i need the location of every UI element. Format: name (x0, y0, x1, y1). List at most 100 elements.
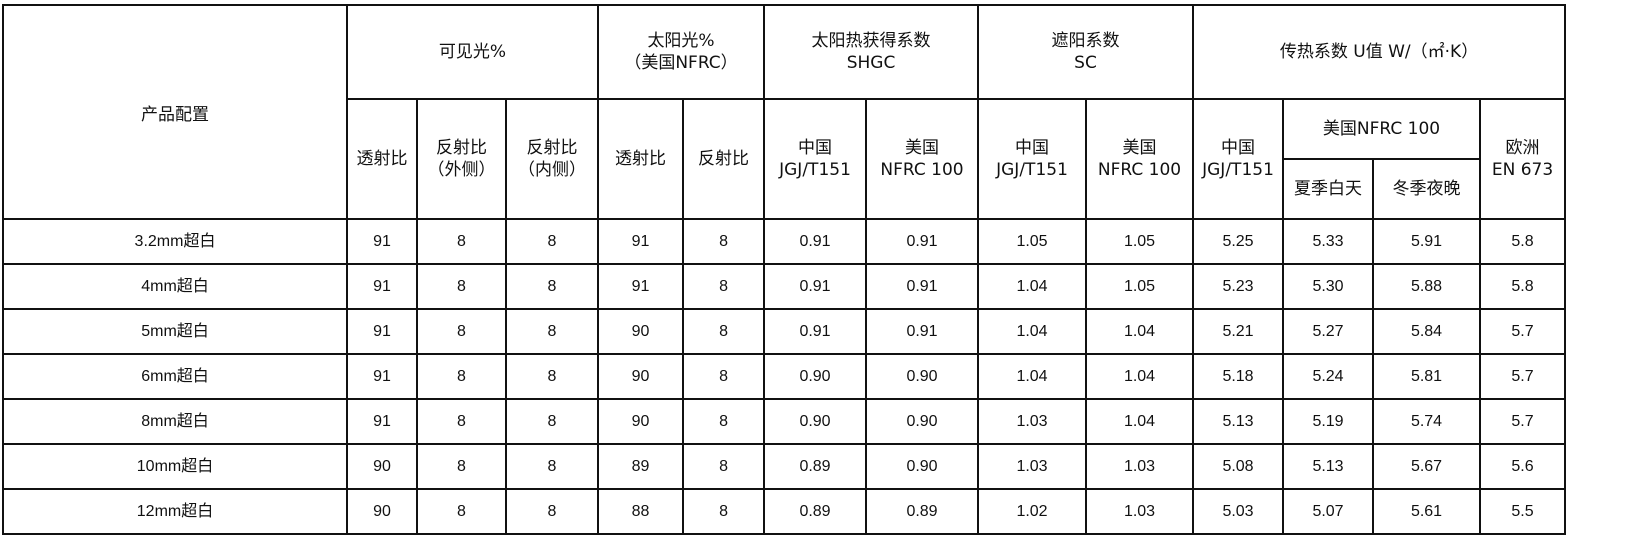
value-cell: 91 (346, 218, 418, 265)
value-cell: 91 (346, 308, 418, 355)
header-sc: 遮阳系数 SC (977, 4, 1195, 100)
value-cell: 90 (346, 488, 418, 535)
value-cell: 5.03 (1192, 488, 1285, 535)
value-cell: 8 (504, 443, 600, 490)
value-cell: 88 (597, 488, 685, 535)
value-cell: 0.91 (865, 308, 980, 355)
value-cell: 0.91 (763, 308, 868, 355)
value-cell: 5.13 (1282, 443, 1375, 490)
value-cell: 0.91 (865, 218, 980, 265)
value-cell: 5.24 (1282, 353, 1375, 400)
value-cell: 1.03 (1085, 443, 1195, 490)
value-cell: 0.91 (763, 218, 868, 265)
value-cell: 1.04 (977, 263, 1088, 310)
header-u-us-winter: 冬季夜晚 (1372, 158, 1482, 220)
value-cell: 8 (682, 218, 766, 265)
table-row: 3.2mm超白 91 8 8 91 8 0.91 0.91 1.05 1.05 5.25 5.33 5.… (2, 218, 1567, 265)
header-vis-reflect-out: 反射比 （外侧） (416, 98, 507, 220)
header-u-us-summer: 夏季白天 (1282, 158, 1375, 220)
value-cell: 0.90 (865, 398, 980, 445)
value-cell: 5.27 (1282, 308, 1375, 355)
value-cell: 5.8 (1479, 263, 1567, 310)
value-cell: 1.05 (977, 218, 1088, 265)
value-cell: 5.33 (1282, 218, 1375, 265)
value-cell: 90 (346, 443, 418, 490)
value-cell: 8 (682, 443, 766, 490)
header-visible-light: 可见光% (345, 4, 600, 100)
value-cell: 8 (682, 353, 766, 400)
value-cell: 8 (682, 263, 766, 310)
value-cell: 8 (504, 353, 600, 400)
header-solar: 太阳光% （美国NFRC） (597, 4, 766, 100)
value-cell: 1.04 (977, 353, 1088, 400)
value-cell: 5.67 (1372, 443, 1482, 490)
value-cell: 1.05 (1085, 218, 1195, 265)
glass-performance-table: 产品配置 可见光% 太阳光% （美国NFRC） 太阳热获得系数 SHGC 遮阳系… (2, 4, 1567, 535)
value-cell: 5.08 (1192, 443, 1285, 490)
value-cell: 8 (682, 308, 766, 355)
value-cell: 8 (416, 353, 507, 400)
header-u-cn: 中国 JGJ/T151 (1192, 98, 1285, 220)
value-cell: 0.90 (763, 353, 868, 400)
value-cell: 91 (597, 218, 685, 265)
value-cell: 8 (504, 263, 600, 310)
table-row: 8mm超白 91 8 8 90 8 0.90 0.90 1.03 1.04 5.13 5.19 5.74… (2, 398, 1567, 445)
value-cell: 8 (416, 263, 507, 310)
header-u-us: 美国NFRC 100 (1282, 98, 1482, 160)
value-cell: 8 (504, 308, 600, 355)
value-cell: 91 (346, 353, 418, 400)
value-cell: 8 (416, 443, 507, 490)
value-cell: 0.89 (763, 443, 868, 490)
product-name-cell: 5mm超白 (2, 308, 348, 355)
value-cell: 0.89 (865, 488, 980, 535)
value-cell: 5.8 (1479, 218, 1567, 265)
header-u-value: 传热系数 U值 W/（㎡·K） (1192, 4, 1567, 100)
table-row: 12mm超白 90 8 8 88 8 0.89 0.89 1.02 1.03 5.03 5.07 5.6… (2, 488, 1567, 535)
value-cell: 0.91 (763, 263, 868, 310)
header-solar-transmit: 透射比 (597, 98, 685, 220)
value-cell: 5.7 (1479, 353, 1567, 400)
value-cell: 5.13 (1192, 398, 1285, 445)
value-cell: 8 (682, 488, 766, 535)
value-cell: 5.91 (1372, 218, 1482, 265)
value-cell: 5.84 (1372, 308, 1482, 355)
table-row: 4mm超白 91 8 8 91 8 0.91 0.91 1.04 1.05 5.23 5.30 5.88… (2, 263, 1567, 310)
header-shgc-us: 美国 NFRC 100 (865, 98, 980, 220)
value-cell: 8 (504, 218, 600, 265)
product-name-cell: 10mm超白 (2, 443, 348, 490)
value-cell: 5.81 (1372, 353, 1482, 400)
value-cell: 5.7 (1479, 308, 1567, 355)
table-row: 5mm超白 91 8 8 90 8 0.91 0.91 1.04 1.04 5.21 5.27 5.84… (2, 308, 1567, 355)
value-cell: 91 (346, 398, 418, 445)
value-cell: 1.04 (1085, 353, 1195, 400)
value-cell: 5.5 (1479, 488, 1567, 535)
header-sc-us: 美国 NFRC 100 (1085, 98, 1195, 220)
header-shgc: 太阳热获得系数 SHGC (763, 4, 980, 100)
header-vis-transmit: 透射比 (346, 98, 418, 220)
product-name-cell: 3.2mm超白 (2, 218, 348, 265)
header-shgc-cn: 中国 JGJ/T151 (763, 98, 868, 220)
value-cell: 91 (346, 263, 418, 310)
value-cell: 5.30 (1282, 263, 1375, 310)
value-cell: 91 (597, 263, 685, 310)
value-cell: 5.6 (1479, 443, 1567, 490)
product-name-cell: 8mm超白 (2, 398, 348, 445)
value-cell: 0.89 (763, 488, 868, 535)
value-cell: 5.18 (1192, 353, 1285, 400)
value-cell: 90 (597, 398, 685, 445)
value-cell: 5.19 (1282, 398, 1375, 445)
value-cell: 1.03 (977, 443, 1088, 490)
header-product: 产品配置 (2, 4, 348, 220)
value-cell: 90 (597, 308, 685, 355)
value-cell: 5.61 (1372, 488, 1482, 535)
value-cell: 1.04 (1085, 398, 1195, 445)
header-sc-cn: 中国 JGJ/T151 (977, 98, 1088, 220)
table-row: 6mm超白 91 8 8 90 8 0.90 0.90 1.04 1.04 5.18 5.24 5.81… (2, 353, 1567, 400)
value-cell: 5.07 (1282, 488, 1375, 535)
value-cell: 1.03 (977, 398, 1088, 445)
value-cell: 5.23 (1192, 263, 1285, 310)
header-vis-reflect-in: 反射比 （内侧） (504, 98, 600, 220)
value-cell: 0.90 (763, 398, 868, 445)
value-cell: 5.7 (1479, 398, 1567, 445)
value-cell: 8 (416, 218, 507, 265)
